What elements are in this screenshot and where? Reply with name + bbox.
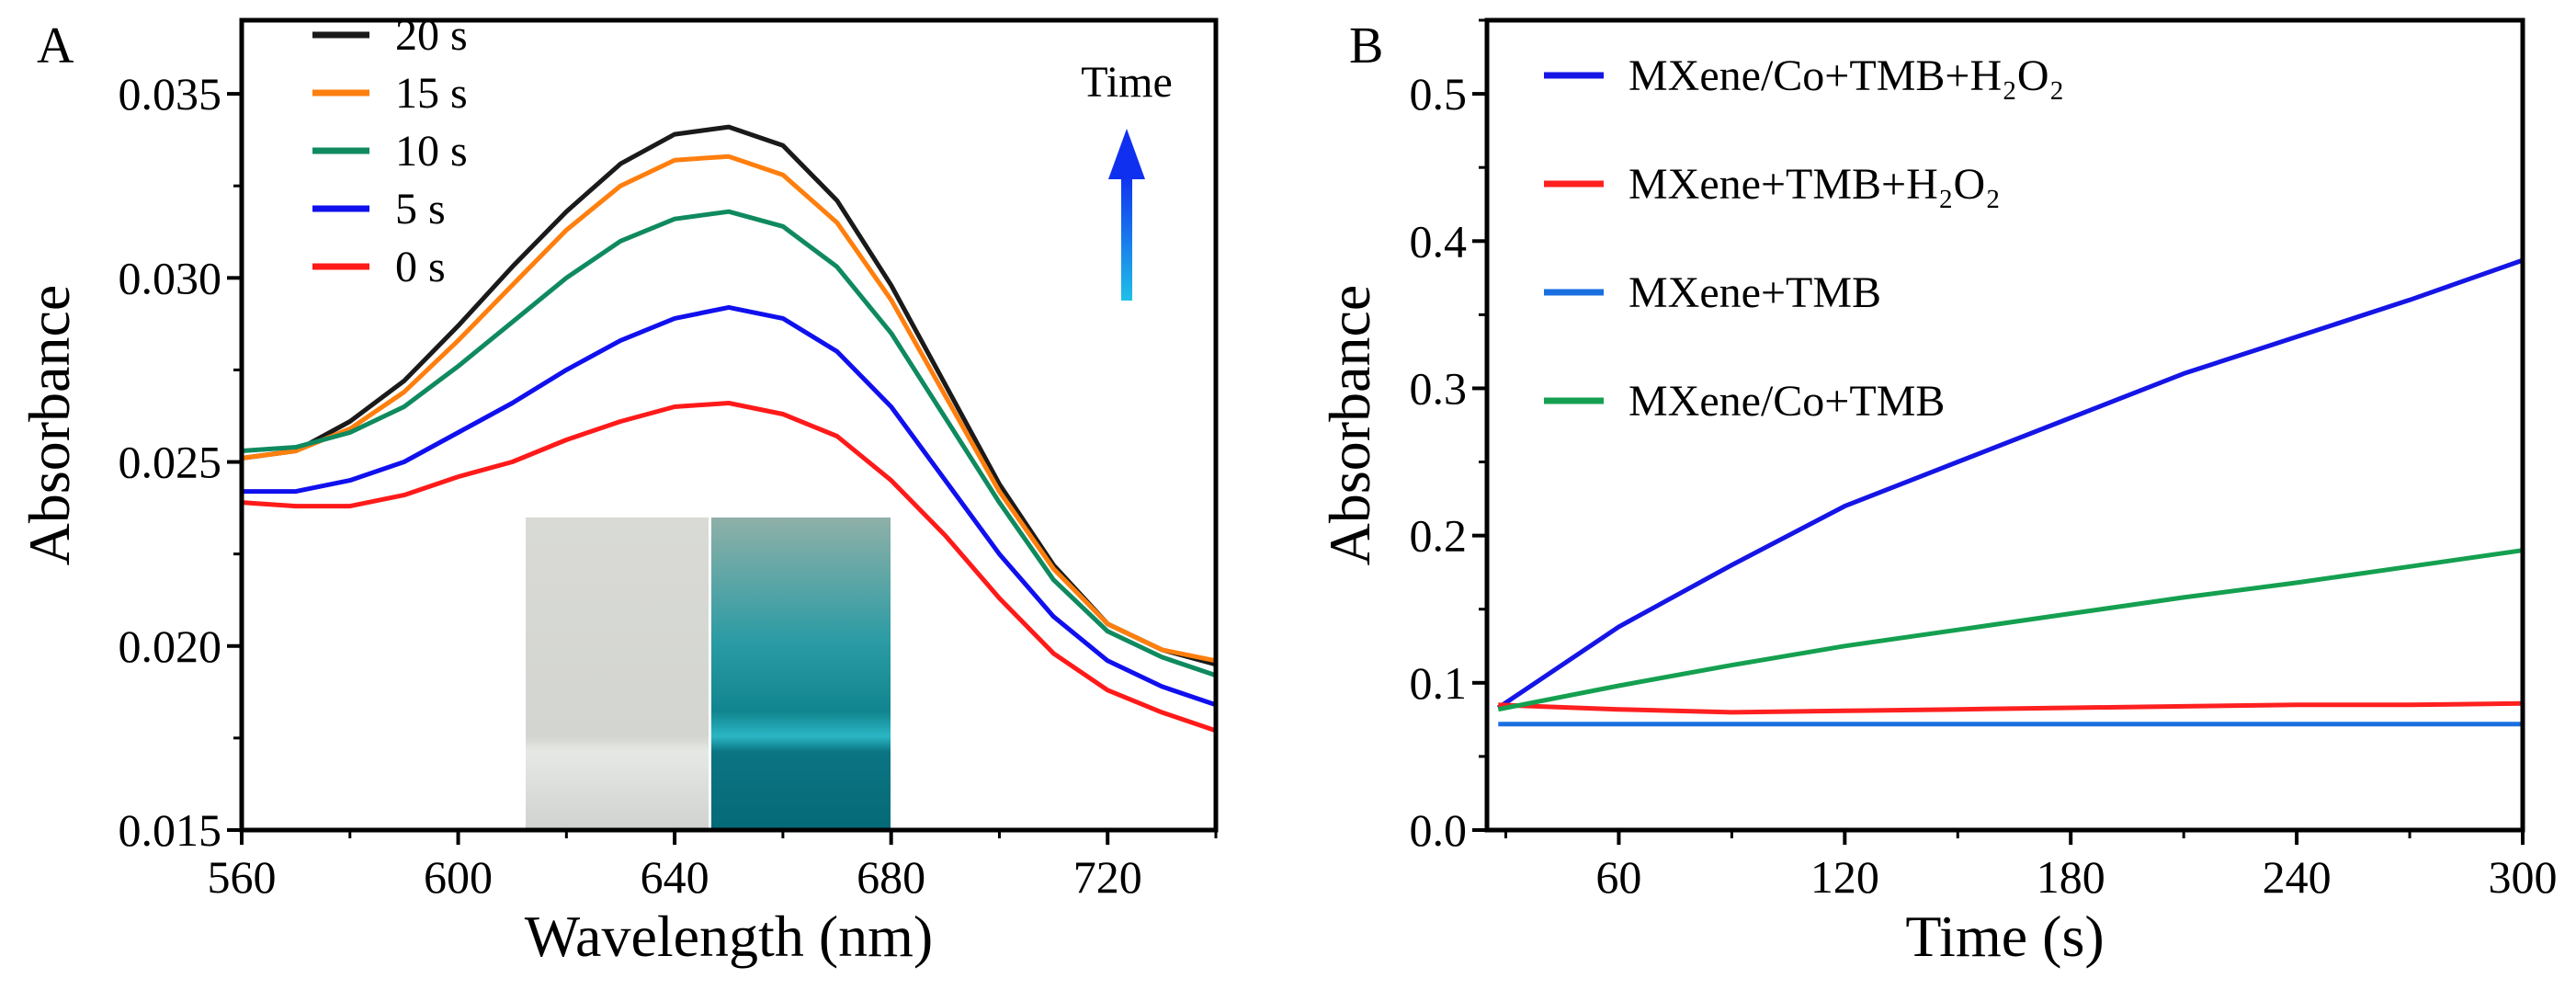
legend-label: MXene+TMB	[1628, 268, 1881, 317]
legend-label: 15 s	[395, 69, 468, 118]
series-line-5-s	[242, 304, 1217, 708]
y-tick-label: 0.035	[119, 68, 222, 119]
x-tick-label: 300	[2489, 851, 2558, 903]
y-axis-label: Absorbance	[1317, 285, 1382, 566]
y-tick-label: 0.0	[1410, 804, 1468, 856]
series-line-mxene-tmb-h-o-	[1498, 700, 2524, 715]
legend-label: 10 s	[395, 127, 468, 176]
x-tick-label: 240	[2263, 851, 2332, 903]
legend-label: 5 s	[395, 185, 446, 233]
y-tick-label: 0.3	[1410, 362, 1468, 414]
y-tick-label: 0.015	[119, 804, 222, 856]
plot-frame	[239, 17, 1219, 833]
panel-a: Time 20 s15 s10 s5 s0 s0.0150.0200.0250.…	[17, 11, 1219, 969]
y-tick-label: 0.1	[1410, 657, 1468, 709]
y-axis-label: Absorbance	[17, 285, 82, 566]
y-tick-label: 0.4	[1410, 215, 1468, 267]
series-line-0-s	[241, 401, 1217, 734]
plot-frame	[1484, 17, 2525, 833]
panel-label: B	[1349, 17, 1383, 74]
x-tick-label: 640	[641, 851, 709, 903]
x-tick-label: 560	[208, 851, 277, 903]
panel-b: MXene/Co+TMB+H₂O₂ MXene+TMB+H₂O₂ MXene+TMB…	[1317, 17, 2558, 969]
x-tick-label: 720	[1073, 851, 1142, 903]
y-tick-label: 0.5	[1410, 68, 1468, 119]
inset-photo	[526, 518, 891, 830]
x-tick-label: 680	[857, 851, 925, 903]
series-line-10-s	[241, 209, 1217, 678]
x-tick-label: 120	[1810, 851, 1879, 903]
x-axis-label: Wavelength (nm)	[525, 904, 933, 969]
y-tick-label: 0.025	[119, 437, 222, 488]
legend-label: MXene+TMB+H₂O₂	[1628, 160, 2001, 209]
x-tick-label: 60	[1595, 851, 1641, 903]
legend-label: MXene/Co+TMB	[1628, 377, 1945, 426]
x-tick-label: 180	[2037, 851, 2105, 903]
series-line-mxene-co-tmb	[1497, 548, 2524, 712]
time-arrow-icon	[1108, 129, 1145, 301]
vial-photo-colorless	[526, 518, 709, 830]
time-annotation: Time	[1081, 58, 1173, 107]
series-line-15-s	[241, 154, 1217, 664]
y-tick-label: 0.020	[119, 620, 222, 672]
y-tick-label: 0.030	[119, 252, 222, 303]
legend-label: 0 s	[395, 243, 446, 291]
panel-label: A	[37, 17, 74, 74]
x-tick-label: 600	[424, 851, 493, 903]
series-line-mxene-co-tmb-h-o-	[1496, 257, 2524, 711]
y-tick-label: 0.2	[1410, 510, 1468, 562]
legend-label: MXene/Co+TMB+H₂O₂	[1628, 51, 2064, 100]
vial-photo-blue	[711, 518, 891, 830]
x-axis-label: Time (s)	[1905, 904, 2104, 969]
